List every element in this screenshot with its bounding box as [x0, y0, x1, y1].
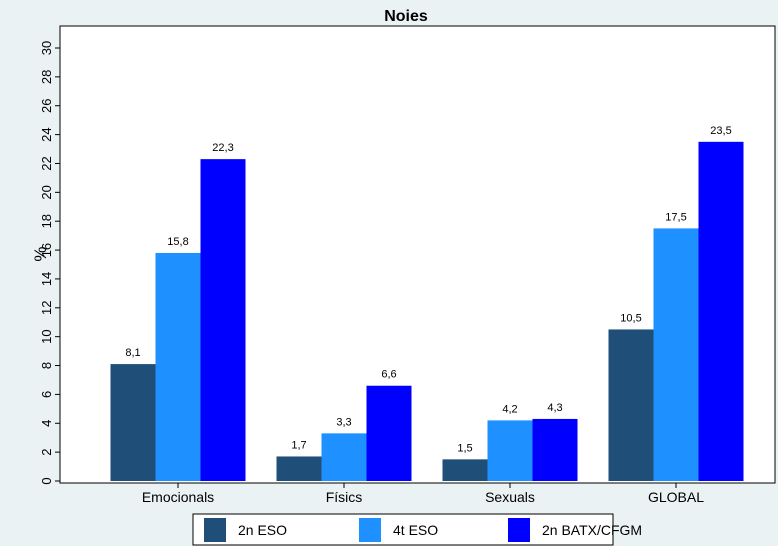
- y-tick-label: 16: [39, 243, 54, 257]
- y-tick-label: 6: [39, 391, 54, 398]
- legend-label: 2n BATX/CFGM: [542, 522, 642, 538]
- bar: [366, 385, 412, 481]
- y-tick-label: 28: [39, 70, 54, 84]
- legend-label: 4t ESO: [393, 522, 438, 538]
- legend-swatch: [204, 518, 226, 542]
- bar: [200, 159, 246, 482]
- x-tick-label: Sexuals: [485, 489, 535, 505]
- bar: [487, 420, 533, 481]
- bar: [442, 459, 488, 481]
- legend-box: [192, 513, 614, 546]
- bar: [276, 456, 322, 481]
- legend-swatch: [359, 518, 381, 542]
- y-tick-label: 20: [39, 185, 54, 199]
- data-label: 22,3: [212, 142, 233, 154]
- x-tick-label: Físics: [326, 489, 363, 505]
- data-label: 15,8: [167, 236, 188, 248]
- y-tick-label: 30: [39, 41, 54, 55]
- data-label: 6,6: [381, 369, 396, 381]
- data-label: 3,3: [336, 416, 351, 428]
- bar: [110, 364, 156, 481]
- y-tick-label: 26: [39, 98, 54, 112]
- data-label: 23,5: [710, 125, 731, 137]
- bar: [608, 329, 654, 481]
- bar: [321, 433, 367, 481]
- bar: [155, 252, 201, 481]
- bar: [698, 141, 744, 482]
- data-label: 17,5: [665, 211, 686, 223]
- y-tick-label: 4: [39, 420, 54, 427]
- legend: 2n ESO 4t ESO 2n BATX/CFGM: [192, 513, 642, 546]
- data-label: 4,2: [502, 403, 517, 415]
- bars-group: 8,1 15,8 22,3 1,7 3,3 6,6 1,5 4,2 4,3 10,5 17,5 23,…: [110, 125, 744, 482]
- y-tick-label: 0: [39, 477, 54, 484]
- data-label: 4,3: [547, 402, 562, 414]
- x-axis: Emocionals Físics Sexuals GLOBAL: [142, 483, 704, 505]
- data-label: 1,5: [457, 442, 472, 454]
- bar: [532, 418, 578, 481]
- bar: [653, 228, 699, 481]
- y-tick-label: 22: [39, 156, 54, 170]
- y-tick-label: 18: [39, 214, 54, 228]
- y-tick-label: 14: [39, 272, 54, 286]
- x-tick-label: GLOBAL: [648, 489, 704, 505]
- data-label: 8,1: [125, 347, 140, 359]
- data-label: 1,7: [291, 439, 306, 451]
- x-tick-label: Emocionals: [142, 489, 214, 505]
- chart-title: Noies: [384, 8, 428, 25]
- y-tick-label: 8: [39, 362, 54, 369]
- y-tick-label: 10: [39, 329, 54, 343]
- y-tick-label: 24: [39, 127, 54, 141]
- y-tick-label: 12: [39, 301, 54, 315]
- y-tick-label: 2: [39, 449, 54, 456]
- legend-swatch: [508, 518, 530, 542]
- y-axis-label: %: [31, 246, 50, 261]
- data-label: 10,5: [620, 312, 641, 324]
- legend-label: 2n ESO: [238, 522, 287, 538]
